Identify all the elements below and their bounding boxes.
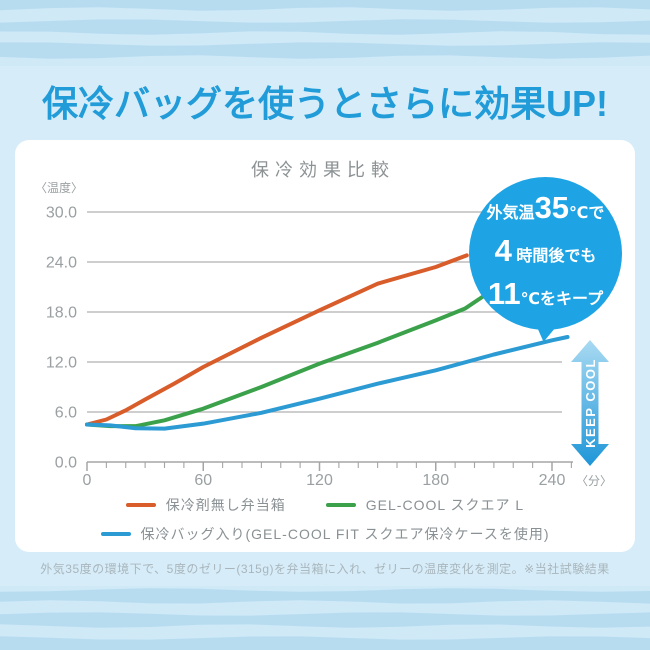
comparison-line-chart: 30.0 24.0 18.0 12.0 6.0 0.0 0 60 120 180 240 保冷効果比… [35,160,612,489]
wave-stripe [0,636,650,650]
legend-item: GEL-COOL スクエア L [325,495,525,515]
y-tick-label: 6.0 [55,405,77,422]
bottom-wave-stripes [0,586,650,650]
y-tick-label: 0.0 [55,455,77,472]
wave-stripe [0,42,650,59]
page-title: 保冷バッグを使うとさらに効果UP! [42,83,608,124]
callout-pointer [530,319,560,344]
wave-stripe [0,588,650,604]
legend-color-dash [325,503,356,507]
x-tick-label: 180 [422,472,449,489]
header-banner: 保冷バッグを使うとさらに効果UP! [0,62,650,140]
x-axis-unit-label: 〈分〉 [576,474,612,488]
top-wave-stripes [0,0,650,66]
series-line [85,335,570,431]
legend-label: 保冷バッグ入り(GEL-COOL FIT スクエア保冷ケースを使用) [140,526,550,542]
x-tick-label: 120 [306,472,333,489]
chart-legend: 保冷剤無し弁当箱 GEL-COOL スクエア L 保冷バッグ入り(GEL-COOL… [15,495,635,544]
legend-row: 保冷バッグ入り(GEL-COOL FIT スクエア保冷ケースを使用) [100,524,550,544]
callout-line-2: 4 時間後でも [494,233,597,268]
wave-stripe [0,19,650,35]
legend-item: 保冷剤無し弁当箱 [125,495,286,515]
keep-cool-label: KEEP COOL [583,358,598,448]
x-tick-label: 240 [539,472,566,489]
y-tick-label: 18.0 [46,305,77,322]
keep-cool-arrow: KEEP COOL [571,340,609,466]
y-axis-unit-label: 〈温度〉 [35,180,83,195]
double-arrow-icon [571,340,609,466]
footnote-text: 外気35度の環境下で、5度のゼリー(315g)を弁当箱に入れ、ゼリーの温度変化を… [40,562,610,576]
legend-color-dash [100,532,131,536]
y-tick-label: 24.0 [46,255,77,272]
series-line [85,253,469,427]
wave-stripe [0,612,650,628]
legend-item: 保冷バッグ入り(GEL-COOL FIT スクエア保冷ケースを使用) [100,524,550,544]
callout-bubble: 外気温35℃で 4 時間後でも 11℃をキープ [469,177,622,330]
x-tick-label: 0 [83,472,92,489]
legend-row: 保冷剤無し弁当箱 GEL-COOL スクエア L [125,495,525,515]
legend-label: 保冷剤無し弁当箱 [165,497,286,513]
x-tick-label: 60 [194,472,212,489]
y-tick-label: 30.0 [46,205,77,222]
legend-label: GEL-COOL スクエア L [365,497,525,513]
legend-color-dash [125,503,156,507]
chart-title: 保冷効果比較 [251,160,395,180]
callout-line-1: 外気温35℃で [486,190,605,225]
callout-line-3: 11℃をキープ [487,276,604,311]
y-tick-label: 12.0 [46,355,77,372]
wave-stripe [0,0,650,11]
chart-card: 30.0 24.0 18.0 12.0 6.0 0.0 0 60 120 180 240 保冷効果比… [15,140,635,552]
